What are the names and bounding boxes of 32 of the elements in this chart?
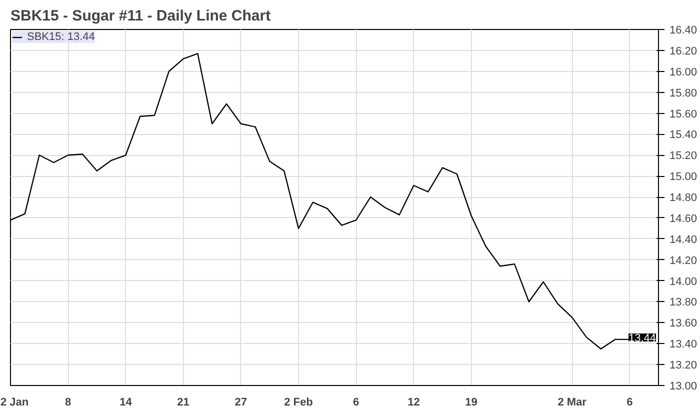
x-tick-label: 27	[234, 396, 248, 408]
y-tick-label: 14.80	[670, 192, 698, 204]
annotation: 13.44	[628, 332, 656, 344]
chart-title: SBK15 - Sugar #11 - Daily Line Chart	[10, 8, 271, 24]
y-tick-label: 15.40	[670, 129, 698, 142]
y-tick-label: 13.40	[670, 338, 698, 351]
y-tick-label: 13.60	[670, 318, 698, 330]
x-tick-label: 8	[65, 396, 72, 408]
y-tick-label: 14.00	[670, 276, 698, 288]
y-tick-label: 13.00	[670, 380, 698, 392]
y-tick-label: 14.60	[670, 212, 698, 225]
legend-label: SBK15: 13.44	[27, 31, 95, 43]
y-tick-label: 13.20	[670, 360, 698, 372]
x-tick-label: 2 Mar	[558, 396, 588, 408]
y-tick-label: 16.20	[670, 45, 698, 58]
y-tick-label: 14.20	[670, 254, 698, 267]
y-tick-label: 15.20	[670, 150, 698, 162]
x-tick-label: 14	[120, 396, 133, 408]
y-tick-label: 16.40	[670, 24, 698, 36]
y-tick-label: 14.40	[670, 234, 698, 246]
x-tick-label: 6	[353, 396, 360, 408]
x-tick-label: 2 Feb	[284, 396, 314, 408]
y-tick-label: 16.00	[670, 66, 698, 78]
y-tick-label: 15.00	[670, 171, 698, 184]
x-tick-label: 19	[465, 396, 478, 408]
x-tick-label: 21	[177, 396, 190, 408]
x-tick-label: 12	[408, 396, 420, 408]
y-tick-label: 13.80	[670, 296, 698, 309]
y-tick-label: 15.80	[670, 87, 698, 100]
x-tick-label: 2 Jan	[0, 396, 29, 408]
x-tick-label: 6	[626, 396, 633, 408]
y-tick-label: 15.60	[670, 108, 698, 120]
